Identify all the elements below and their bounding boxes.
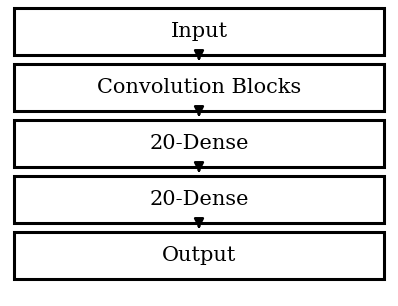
- FancyBboxPatch shape: [14, 176, 384, 223]
- FancyBboxPatch shape: [14, 120, 384, 167]
- Text: Convolution Blocks: Convolution Blocks: [97, 78, 301, 97]
- FancyBboxPatch shape: [14, 8, 384, 55]
- FancyBboxPatch shape: [14, 64, 384, 111]
- Text: 20-Dense: 20-Dense: [149, 134, 249, 153]
- Text: Input: Input: [170, 22, 228, 41]
- FancyBboxPatch shape: [14, 232, 384, 279]
- Text: Output: Output: [162, 246, 236, 265]
- Text: 20-Dense: 20-Dense: [149, 190, 249, 209]
